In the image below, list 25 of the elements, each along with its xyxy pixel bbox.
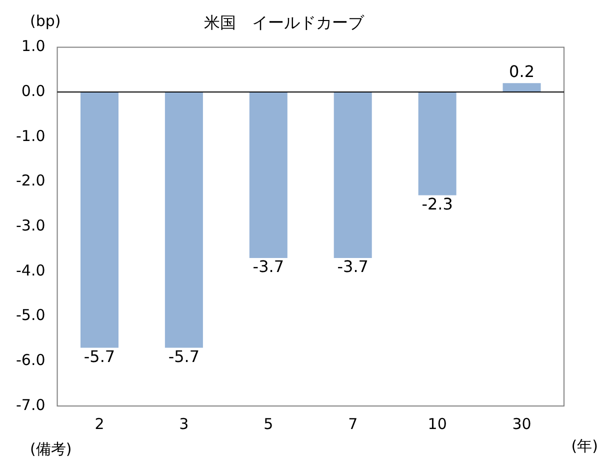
x-tick-label: 10 [428, 414, 447, 433]
x-tick-label: 3 [179, 414, 189, 433]
y-tick-label: -5.0 [16, 306, 46, 324]
data-label: -3.7 [337, 257, 368, 276]
x-axis-title: (年) [571, 436, 598, 455]
y-tick-label: -3.0 [16, 216, 46, 234]
y-tick-label: -6.0 [16, 351, 46, 370]
data-label: -2.3 [422, 194, 453, 214]
y-tick-label: -7.0 [16, 396, 46, 414]
data-label: -5.7 [84, 346, 116, 366]
data-label: 0.2 [509, 62, 534, 82]
x-tick-label: 30 [512, 414, 532, 433]
x-tick-label: 7 [348, 414, 358, 433]
data-label: -3.7 [252, 257, 284, 276]
x-tick-label: 2 [94, 414, 104, 433]
chart-title: 米国 イールドカーブ [204, 12, 365, 32]
y-tick-label: -1.0 [16, 126, 46, 145]
x-tick-label: 5 [264, 414, 274, 433]
data-label: -5.7 [168, 346, 200, 366]
y-axis-title: (bp) [30, 12, 61, 30]
y-tick-label: 0.0 [21, 82, 46, 100]
y-tick-label: -2.0 [16, 172, 46, 190]
y-tick-label: 1.0 [21, 37, 46, 56]
y-tick-label: -4.0 [16, 261, 46, 280]
text: (備考) [30, 440, 72, 458]
